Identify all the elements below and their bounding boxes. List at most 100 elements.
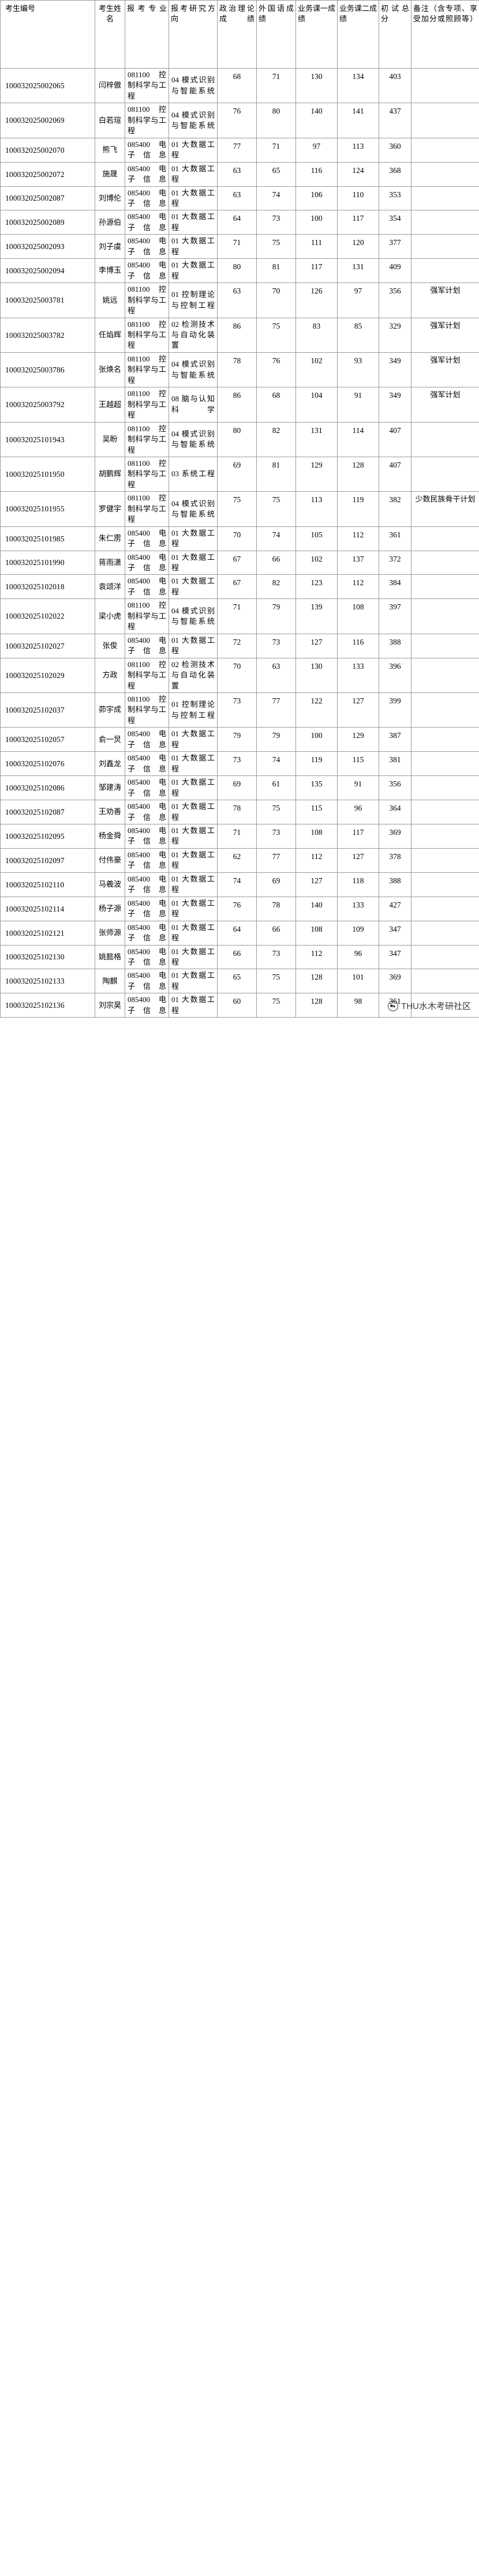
cell-politics-score: 67 bbox=[217, 550, 257, 575]
cell-business-course-1: 116 bbox=[295, 161, 338, 187]
cell-total-score: 347 bbox=[379, 920, 411, 946]
cell-business-course-1: 127 bbox=[295, 633, 338, 658]
cell-total-score: 396 bbox=[379, 657, 411, 694]
cell-candidate-id: 100032025003781 bbox=[0, 283, 95, 318]
exam-score-table: 考生编号 考生姓名 报考专业 报考研究方向 政治理论成绩 外国语成绩 业务课一成… bbox=[0, 0, 479, 1018]
cell-major: 085400 电子信息 bbox=[125, 993, 169, 1018]
cell-research-direction: 01 大数据工程 bbox=[169, 550, 218, 575]
table-body: 100032025002065 闫梓傲 081100 控制科学与工程 04 模式识别与… bbox=[0, 67, 479, 1018]
cell-research-direction: 01 大数据工程 bbox=[169, 210, 218, 235]
cell-major: 085400 电子信息 bbox=[125, 258, 169, 284]
cell-total-score: 377 bbox=[379, 234, 411, 259]
cell-politics-score: 71 bbox=[217, 824, 257, 849]
cell-research-direction: 01 大数据工程 bbox=[169, 993, 218, 1018]
cell-remark bbox=[411, 421, 479, 457]
cell-candidate-id: 100032025102029 bbox=[0, 657, 95, 694]
column-header-total-score: 初试总分 bbox=[379, 0, 411, 69]
cell-total-score: 353 bbox=[379, 186, 411, 211]
table-row: 100032025002089 孙源伯 085400 电子信息 01 大数据工程 64 7… bbox=[0, 210, 479, 235]
cell-candidate-name: 李博玉 bbox=[95, 258, 125, 284]
cell-candidate-id: 100032025102022 bbox=[0, 598, 95, 634]
cell-total-score: 388 bbox=[379, 633, 411, 658]
cell-candidate-name: 杨子源 bbox=[95, 896, 125, 921]
cell-business-course-1: 115 bbox=[295, 800, 338, 824]
cell-major: 081100 控制科学与工程 bbox=[125, 352, 169, 388]
cell-business-course-1: 122 bbox=[295, 692, 338, 728]
cell-business-course-2: 101 bbox=[337, 969, 379, 994]
cell-foreign-language-score: 81 bbox=[256, 456, 296, 492]
cell-remark: 强军计划 bbox=[411, 317, 479, 353]
cell-business-course-1: 104 bbox=[295, 387, 338, 423]
cell-business-course-1: 123 bbox=[295, 574, 338, 600]
cell-remark bbox=[411, 872, 479, 897]
cell-business-course-2: 137 bbox=[337, 550, 379, 575]
table-row: 100032025002070 熊飞 085400 电子信息 01 大数据工程 77 71… bbox=[0, 137, 479, 163]
cell-candidate-name: 张焕名 bbox=[95, 352, 125, 388]
cell-politics-score: 73 bbox=[217, 751, 257, 777]
cell-candidate-name: 蒋雨潇 bbox=[95, 550, 125, 575]
cell-research-direction: 01 大数据工程 bbox=[169, 848, 218, 873]
cell-politics-score: 63 bbox=[217, 161, 257, 187]
cell-foreign-language-score: 68 bbox=[256, 387, 296, 423]
cell-total-score: 381 bbox=[379, 751, 411, 777]
cell-business-course-2: 108 bbox=[337, 598, 379, 634]
table-row: 100032025002069 白若瑄 081100 控制科学与工程 04 模式识别与… bbox=[0, 103, 479, 138]
cell-major: 081100 控制科学与工程 bbox=[125, 456, 169, 492]
cell-major: 081100 控制科学与工程 bbox=[125, 598, 169, 634]
cell-major: 081100 控制科学与工程 bbox=[125, 283, 169, 318]
header-row: 考生编号 考生姓名 报考专业 报考研究方向 政治理论成绩 外国语成绩 业务课一成… bbox=[0, 0, 479, 69]
table-row: 100032025002087 刘博伦 085400 电子信息 01 大数据工程 63 7… bbox=[0, 186, 479, 211]
table-row: 100032025102095 杨金舜 085400 电子信息 01 大数据工程 71 7… bbox=[0, 824, 479, 849]
cell-total-score: 360 bbox=[379, 137, 411, 163]
cell-candidate-id: 100032025002093 bbox=[0, 234, 95, 259]
cell-total-score: 403 bbox=[379, 67, 411, 104]
cell-research-direction: 01 大数据工程 bbox=[169, 258, 218, 284]
cell-foreign-language-score: 71 bbox=[256, 137, 296, 163]
cell-business-course-2: 117 bbox=[337, 824, 379, 849]
cell-candidate-name: 朱仁雳 bbox=[95, 526, 125, 551]
cell-candidate-name: 姚远 bbox=[95, 283, 125, 318]
cell-total-score: 364 bbox=[379, 800, 411, 824]
column-header-candidate-name: 考生姓名 bbox=[95, 0, 125, 69]
cell-research-direction: 01 控制理论与控制工程 bbox=[169, 283, 218, 318]
cell-remark bbox=[411, 633, 479, 658]
column-header-politics-score: 政治理论成绩 bbox=[217, 0, 257, 69]
table-row: 100032025003786 张焕名 081100 控制科学与工程 04 模式识别与… bbox=[0, 352, 479, 388]
cell-remark bbox=[411, 574, 479, 600]
cell-total-score: 361 bbox=[379, 993, 411, 1018]
cell-major: 085400 电子信息 bbox=[125, 896, 169, 921]
column-header-foreign-language-score: 外国语成绩 bbox=[256, 0, 296, 69]
cell-remark: 强军计划 bbox=[411, 352, 479, 388]
cell-major: 085400 电子信息 bbox=[125, 727, 169, 752]
cell-remark bbox=[411, 161, 479, 187]
cell-politics-score: 73 bbox=[217, 692, 257, 728]
cell-business-course-1: 128 bbox=[295, 969, 338, 994]
cell-remark bbox=[411, 456, 479, 492]
cell-major: 085400 电子信息 bbox=[125, 161, 169, 187]
table-row: 100032025102136 刘宗昊 085400 电子信息 01 大数据工程 60 7… bbox=[0, 993, 479, 1018]
table-row: 100032025003781 姚远 081100 控制科学与工程 01 控制理论与控… bbox=[0, 283, 479, 318]
cell-research-direction: 01 大数据工程 bbox=[169, 896, 218, 921]
cell-candidate-name: 付伟豪 bbox=[95, 848, 125, 873]
cell-politics-score: 80 bbox=[217, 258, 257, 284]
cell-remark bbox=[411, 824, 479, 849]
cell-business-course-1: 108 bbox=[295, 920, 338, 946]
cell-major: 085400 电子信息 bbox=[125, 944, 169, 970]
cell-business-course-1: 102 bbox=[295, 352, 338, 388]
cell-business-course-2: 110 bbox=[337, 186, 379, 211]
cell-remark bbox=[411, 751, 479, 777]
cell-business-course-1: 111 bbox=[295, 234, 338, 259]
cell-foreign-language-score: 71 bbox=[256, 67, 296, 104]
cell-candidate-name: 施晟 bbox=[95, 161, 125, 187]
cell-foreign-language-score: 80 bbox=[256, 103, 296, 138]
cell-business-course-1: 127 bbox=[295, 872, 338, 897]
cell-candidate-name: 刘宗昊 bbox=[95, 993, 125, 1018]
cell-candidate-id: 100032025102087 bbox=[0, 800, 95, 824]
cell-candidate-name: 胡鹏辉 bbox=[95, 456, 125, 492]
cell-major: 081100 控制科学与工程 bbox=[125, 317, 169, 353]
table-row: 100032025102022 梁小虎 081100 控制科学与工程 04 模式识别与… bbox=[0, 598, 479, 634]
cell-politics-score: 78 bbox=[217, 800, 257, 824]
cell-business-course-1: 108 bbox=[295, 824, 338, 849]
cell-major: 085400 电子信息 bbox=[125, 234, 169, 259]
cell-research-direction: 01 大数据工程 bbox=[169, 727, 218, 752]
